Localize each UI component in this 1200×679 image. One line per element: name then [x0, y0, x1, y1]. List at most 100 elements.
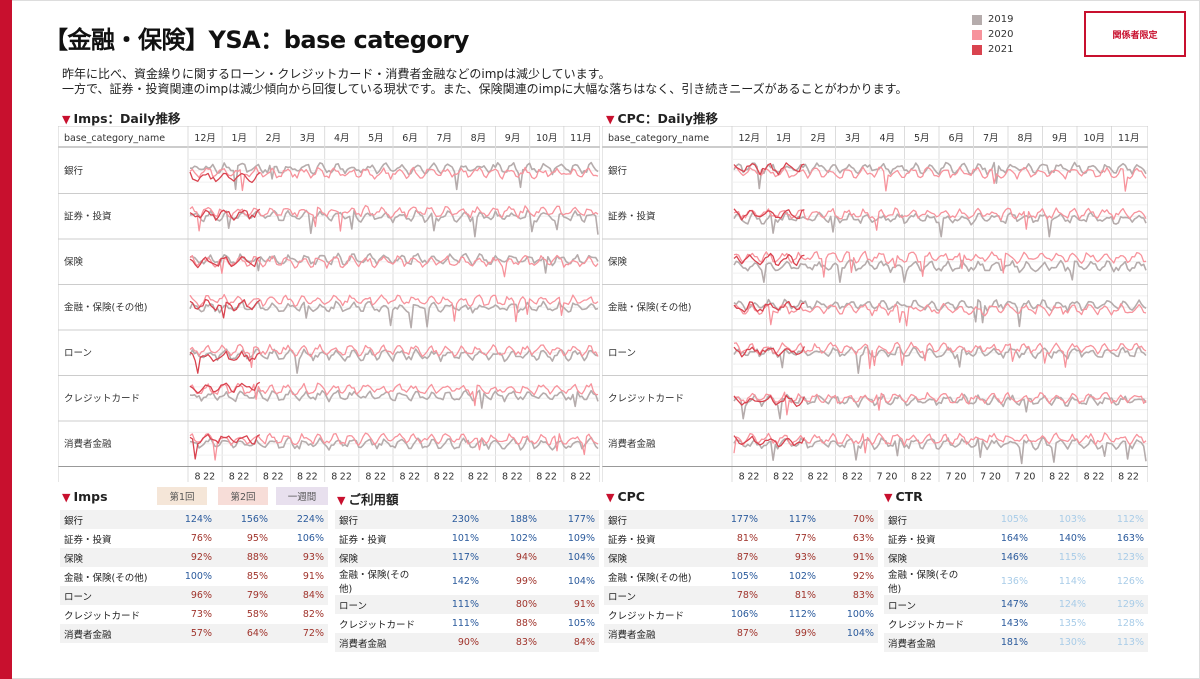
day-tick-label: 7: [1015, 472, 1021, 483]
table-cell: 87%: [704, 624, 762, 643]
series-line-2021: [189, 298, 261, 319]
day-tick-label: 7: [980, 472, 986, 483]
imps-table: 銀行 124% 156% 224% 証券・投資 76% 95% 106% 保険 92% 88% 93%…: [60, 510, 328, 643]
imps-table-title: ▼ Imps: [62, 489, 108, 504]
row-label: 証券・投資: [339, 534, 387, 546]
table-cell: 103%: [1032, 510, 1090, 529]
day-tick-label: 22: [306, 472, 318, 483]
day-tick-label: 8: [1118, 472, 1124, 483]
table-cell: 104%: [567, 575, 595, 587]
day-tick-label: 22: [579, 472, 591, 483]
table-cell: 85%: [246, 571, 268, 582]
day-tick-label: 22: [408, 472, 420, 483]
series-line-2021: [189, 350, 261, 374]
description-line-1: 昨年に比べ、資金繰りに関するローン・クレジットカード・消費者金融などのimpは減…: [62, 67, 611, 81]
cpc-chart-title: ▼ CPC：Daily推移: [606, 108, 718, 127]
month-label: 8月: [471, 133, 487, 144]
row-label: 金融・保険(その他): [64, 301, 147, 313]
table-cell: 92%: [160, 548, 216, 567]
table-cell: 111%: [451, 618, 479, 629]
table-cell: 112%: [788, 609, 816, 620]
table-cell: 156%: [216, 510, 272, 529]
day-tick-label: 8: [1049, 472, 1055, 483]
table-cell: 105%: [567, 618, 595, 629]
legend-swatch: [972, 14, 982, 25]
series-line-2019: [733, 211, 1147, 238]
row-label: 銀行: [64, 165, 84, 177]
table-cell: 112%: [1090, 510, 1148, 529]
row-label: 金融・保険(その他): [888, 570, 959, 595]
table-cell: 58%: [246, 609, 268, 620]
table-row: クレジットカード 111% 88% 105%: [335, 614, 599, 633]
day-tick-label: 22: [782, 472, 794, 483]
table-row: 証券・投資 101% 102% 109%: [335, 529, 599, 548]
table-cell: 124%: [1032, 595, 1090, 614]
triangle-icon: ▼: [606, 491, 615, 504]
row-label: 金融・保険(その他): [608, 572, 692, 584]
table-cell: 83%: [820, 586, 878, 605]
table-row: ローン 111% 80% 91%: [335, 595, 599, 614]
month-label: 2月: [810, 133, 826, 144]
table-cell: 105%: [974, 510, 1032, 529]
series-line-2020: [189, 293, 599, 323]
month-label: 5月: [368, 133, 384, 144]
table-cell: 88%: [515, 618, 537, 629]
tab-week[interactable]: 一週間: [276, 487, 328, 505]
cpc-daily-chart: base_category_name 12月 1月 2月 3月 4月 5月 6月 7月 8月 9月 1…: [602, 126, 1148, 482]
table-cell: 80%: [483, 595, 541, 614]
day-tick-label: 8: [263, 472, 269, 483]
imps-table-title-text: Imps: [73, 489, 108, 504]
row-label: 保険: [64, 256, 84, 268]
table-cell: 114%: [1058, 575, 1086, 587]
series-line-2021: [189, 256, 261, 269]
month-label: 12月: [194, 133, 216, 144]
tab-second[interactable]: 第2回: [218, 487, 268, 505]
day-tick-label: 22: [545, 472, 557, 483]
month-label: 7月: [983, 133, 999, 144]
column-header: base_category_name: [608, 133, 709, 144]
month-label: 11月: [570, 133, 592, 144]
month-label: 3月: [300, 133, 316, 144]
legend-label: 2020: [988, 29, 1014, 40]
table-cell: 93%: [762, 548, 820, 567]
month-label: 9月: [505, 133, 521, 144]
row-label: 銀行: [604, 510, 704, 529]
table-cell: 99%: [762, 624, 820, 643]
legend-swatch: [972, 29, 982, 40]
table-row: 銀行 124% 156% 224%: [60, 510, 328, 529]
month-label: 1月: [231, 133, 247, 144]
table-cell: 104%: [820, 624, 878, 643]
confidential-badge: 関係者限定: [1084, 11, 1186, 57]
row-label: 消費者金融: [335, 633, 425, 652]
table-cell: 63%: [852, 533, 874, 544]
accent-bar: [0, 0, 12, 679]
day-tick-label: 8: [331, 472, 337, 483]
table-cell: 147%: [974, 595, 1032, 614]
usage-table: 銀行 230% 188% 177% 証券・投資 101% 102% 109% 保険 117% 94%…: [335, 510, 599, 652]
table-row: ローン 96% 79% 84%: [60, 586, 328, 605]
day-tick-label: 8: [842, 472, 848, 483]
table-row: 消費者金融 57% 64% 72%: [60, 624, 328, 643]
table-cell: 128%: [1116, 618, 1144, 629]
table-cell: 177%: [704, 510, 762, 529]
day-tick-label: 22: [340, 472, 352, 483]
table-cell: 101%: [451, 533, 479, 544]
month-label: 10月: [1083, 133, 1105, 144]
table-cell: 117%: [425, 548, 483, 567]
row-label: 証券・投資: [888, 534, 936, 546]
tab-first[interactable]: 第1回: [157, 487, 207, 505]
series-line-2019: [733, 259, 1147, 283]
row-label: 消費者金融: [884, 633, 974, 652]
series-line-2021: [733, 394, 805, 407]
row-label: ローン: [335, 595, 425, 614]
table-cell: 82%: [302, 609, 324, 620]
table-cell: 87%: [704, 548, 762, 567]
day-tick-label: 8: [502, 472, 508, 483]
row-label: 保険: [60, 548, 160, 567]
table-row: クレジットカード 106% 112% 100%: [604, 605, 878, 624]
table-cell: 72%: [272, 624, 328, 643]
row-label: 保険: [604, 548, 704, 567]
table-row: 銀行 230% 188% 177%: [335, 510, 599, 529]
series-line-2021: [189, 208, 261, 221]
row-label: 銀行: [335, 510, 425, 529]
